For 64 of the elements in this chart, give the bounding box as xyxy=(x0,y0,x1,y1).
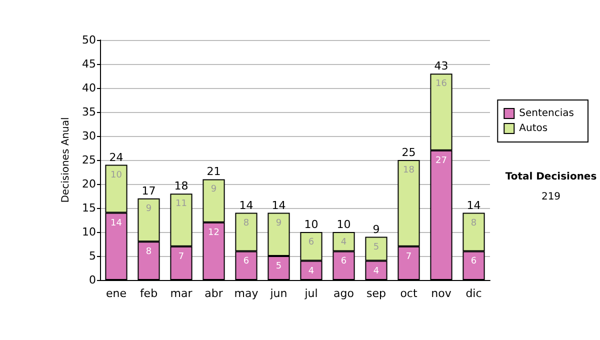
total-label: 14 xyxy=(466,198,481,212)
legend-label: Autos xyxy=(519,123,548,134)
data-label: 8 xyxy=(146,247,152,258)
data-label: 6 xyxy=(243,256,250,267)
x-tick-label: sep xyxy=(366,287,386,300)
data-label: 9 xyxy=(146,204,152,214)
total-label: 10 xyxy=(336,218,351,231)
total-label: 18 xyxy=(174,180,188,193)
data-label: 27 xyxy=(436,156,447,166)
data-label: 12 xyxy=(208,228,220,238)
x-tick-label: jul xyxy=(304,287,318,300)
total-label: 25 xyxy=(402,146,416,159)
total-label: 9 xyxy=(372,222,380,236)
total-label: 17 xyxy=(142,184,156,198)
total-label: 10 xyxy=(304,218,318,231)
data-label: 6 xyxy=(308,238,314,248)
data-label: 18 xyxy=(403,166,415,176)
x-tick-label: dic xyxy=(466,287,482,300)
y-tick-label: 50 xyxy=(82,34,96,46)
x-tick-label: abr xyxy=(204,287,224,300)
data-label: 4 xyxy=(340,238,347,248)
x-tick-label: mar xyxy=(170,287,193,300)
y-tick-label: 0 xyxy=(89,274,96,286)
data-label: 16 xyxy=(436,79,448,90)
x-tick-label: nov xyxy=(431,287,452,300)
total-label: 43 xyxy=(434,60,448,73)
x-tick-label: ene xyxy=(106,287,127,300)
y-axis-title: Decisiones Anual xyxy=(60,117,72,203)
total-label: 14 xyxy=(272,198,286,212)
y-tick-label: 5 xyxy=(89,250,96,262)
data-label: 8 xyxy=(470,218,477,228)
text: 219 xyxy=(541,192,561,202)
data-label: 4 xyxy=(308,266,314,276)
x-tick-label: may xyxy=(234,287,259,300)
total-label: 14 xyxy=(239,198,254,212)
x-tick-label: oct xyxy=(400,287,418,300)
y-tick-label: 35 xyxy=(82,106,96,118)
data-label: 8 xyxy=(243,218,250,228)
y-tick-label: 30 xyxy=(82,130,96,142)
x-tick-label: ago xyxy=(334,287,354,300)
data-label: 9 xyxy=(276,218,282,228)
data-label: 9 xyxy=(210,184,217,195)
y-tick-label: 15 xyxy=(82,202,96,214)
data-label: 6 xyxy=(470,256,477,267)
y-tick-label: 20 xyxy=(82,178,96,190)
y-tick-label: 10 xyxy=(82,226,96,238)
total-label: 21 xyxy=(206,165,221,178)
y-tick-label: 25 xyxy=(82,154,96,166)
data-label: 5 xyxy=(373,242,380,252)
y-tick-label: 45 xyxy=(82,58,96,70)
y-tick-label: 40 xyxy=(82,82,96,94)
data-label: 14 xyxy=(110,218,122,228)
x-tick-label: feb xyxy=(140,287,158,300)
data-label: 6 xyxy=(340,256,347,267)
data-label: 7 xyxy=(406,252,412,262)
text: Total Decisiones xyxy=(505,172,597,182)
x-tick-label: jun xyxy=(269,287,288,300)
data-label: 11 xyxy=(176,199,187,210)
data-label: 4 xyxy=(373,266,380,276)
data-label: 5 xyxy=(276,262,282,272)
data-label: 10 xyxy=(110,170,122,180)
legend-label: Sentencias xyxy=(519,108,574,119)
data-label: 7 xyxy=(178,252,184,262)
total-label: 24 xyxy=(109,150,124,164)
